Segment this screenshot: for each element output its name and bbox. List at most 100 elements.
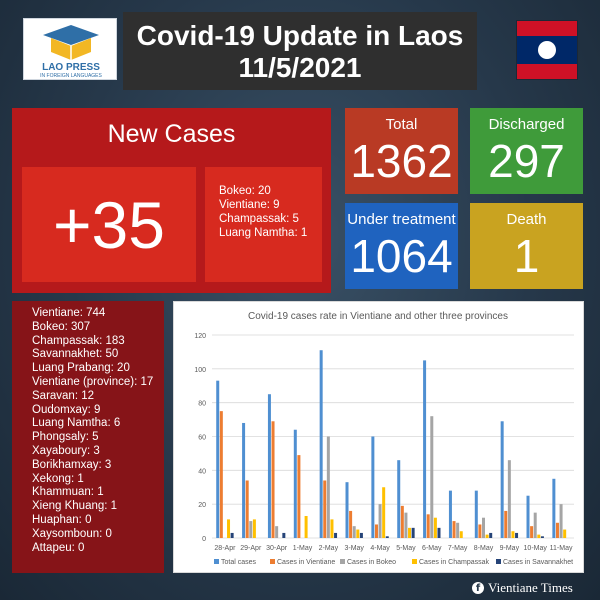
flag-red-stripe-top [517,21,577,36]
death-label: Death [506,211,547,228]
logo-roof-shape [43,25,99,45]
province-item: Huaphan: 0 [32,513,92,526]
bar [227,519,231,538]
bar [249,521,253,538]
bar [349,510,353,538]
discharged-value: 297 [488,135,565,187]
death-tile: Death 1 [470,203,583,289]
facebook-icon: f [472,582,484,594]
bar [345,482,349,538]
legend-swatch [270,559,275,564]
x-tick-label: 9-May [500,545,520,552]
bar [500,421,504,538]
province-item: Savannakhet: 50 [32,348,119,361]
bar [511,531,515,538]
bar [433,517,437,538]
x-tick-label: 8-May [474,545,494,552]
x-tick-label: 2-May [319,545,339,552]
x-tick-label: 11-May [550,545,573,552]
page-title: Covid-19 Update in Laos [136,20,464,51]
province-item: Xaysomboun: 0 [32,527,112,540]
under-treatment-tile: Under treatment 1064 [345,203,458,289]
bar [219,411,223,539]
y-tick-label: 100 [194,367,206,374]
bar [334,532,338,538]
new-cases-panel: New Cases +35 Bokeo: 20 Vientiane: 9 Cha… [12,108,331,293]
title-box: Covid-19 Update in Laos 11/5/2021 [123,12,477,90]
bar [555,522,559,538]
province-item: Saravan: 12 [32,389,95,402]
total-value: 1362 [350,135,453,187]
y-tick-label: 0 [202,536,206,543]
bar [385,536,389,538]
legend-swatch [412,559,417,564]
x-tick-label: 1-May [293,545,313,552]
total-tile: Total 1362 [345,108,458,194]
bar [533,512,537,539]
province-item: Attapeu: 0 [32,541,85,554]
bar [459,531,463,538]
bar [304,516,308,538]
bar [326,436,330,538]
province-item: Xayaboury: 3 [32,444,100,457]
province-item: Bokeo: 307 [32,320,91,333]
bar [563,529,567,538]
x-tick-label: 7-May [448,545,468,552]
bar [452,521,456,538]
footer: f Vientiane Times [472,580,592,596]
new-cases-breakdown: Bokeo: 20 Vientiane: 9 Champassak: 5 Lua… [205,167,322,282]
bar [526,495,530,538]
bar [537,534,541,538]
bar [230,532,234,538]
bar [489,532,493,538]
x-tick-label: 10-May [524,545,548,552]
bar [423,360,427,539]
bar [319,350,323,538]
under-treatment-value: 1064 [350,230,453,282]
new-cases-title: New Cases [107,120,236,148]
y-tick-label: 60 [198,435,206,442]
bar [330,519,334,538]
new-cases-count: +35 [53,187,165,262]
y-tick-label: 80 [198,401,206,408]
bar [559,504,563,538]
bar [323,480,327,538]
bar [485,534,489,538]
province-item: Xieng Khuang: 1 [32,500,118,513]
page-date: 11/5/2021 [238,52,362,83]
bar [456,522,460,538]
bar [426,514,430,538]
bar [271,421,275,538]
logo-text-sub: IN FOREIGN LANGUAGES [40,73,102,79]
bar [397,460,401,538]
bar [437,527,441,538]
legend-label: Cases in Bokeo [347,559,396,566]
bar [216,380,220,538]
legend-swatch [340,559,345,564]
footer-text: Vientiane Times [488,580,573,595]
discharged-label: Discharged [488,116,565,133]
chart-title: Covid-19 cases rate in Vientiane and oth… [248,311,508,322]
bar [275,526,279,538]
province-item: Xekong: 1 [32,472,84,485]
legend-label: Cases in Savannakhet [503,559,573,566]
bar [404,512,408,539]
province-item: Phongsaly: 5 [32,431,99,444]
bar [267,394,271,538]
legend-label: Cases in Champassak [419,559,490,566]
bar [515,532,519,538]
bar [245,480,249,538]
x-tick-label: 4-May [370,545,390,552]
bar [448,490,452,538]
breakdown-item: Champassak: 5 [219,213,299,225]
bar [282,532,286,538]
province-item: Borikhamxay: 3 [32,458,112,471]
bar [242,422,246,538]
x-tick-label: 5-May [396,545,416,552]
bar [540,536,544,538]
bar [352,526,356,538]
y-tick-label: 120 [194,333,206,340]
province-panel: Vientiane: 744 Bokeo: 307 Champassak: 18… [12,301,164,573]
bar [293,429,297,538]
province-item: Champassak: 183 [32,334,125,347]
